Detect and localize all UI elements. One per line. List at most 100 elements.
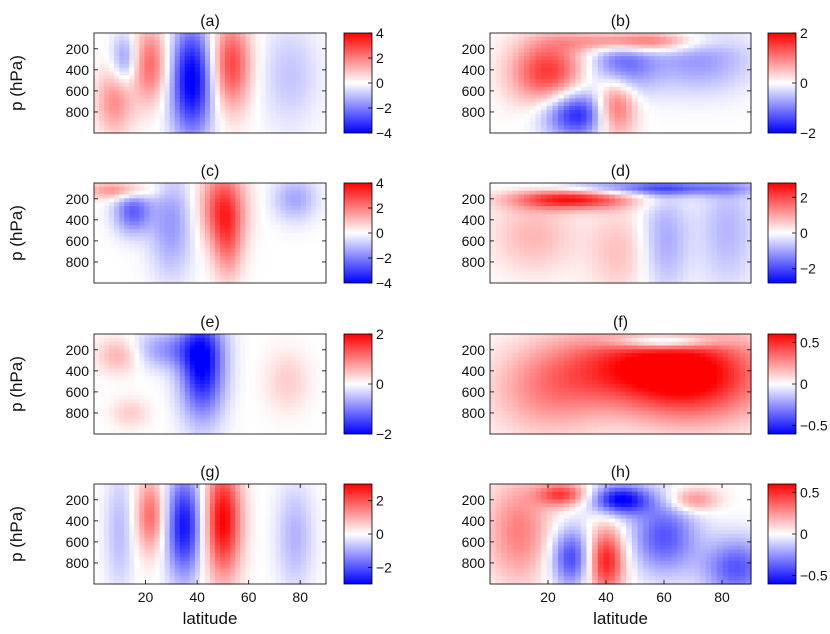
field-cell <box>179 90 186 96</box>
field-cell <box>194 121 201 126</box>
field-cell <box>580 236 588 242</box>
field-cell <box>660 83 667 88</box>
field-cell <box>290 263 297 269</box>
field-cell <box>315 217 322 223</box>
field-cell <box>677 102 684 107</box>
field-cell <box>609 48 616 53</box>
field-cell <box>682 83 690 88</box>
field-cell <box>688 63 695 69</box>
field-cell <box>501 121 508 126</box>
field-cell <box>139 44 146 49</box>
field-cell <box>563 217 571 223</box>
field-cell <box>609 33 616 38</box>
field-cell <box>682 79 690 84</box>
field-cell <box>305 79 312 84</box>
field-cell <box>699 33 707 38</box>
field-cell <box>260 113 267 119</box>
field-cell <box>524 52 531 57</box>
field-cell <box>235 63 241 69</box>
contour-field <box>490 183 752 284</box>
field-cell <box>682 121 690 126</box>
field-cell <box>255 252 262 257</box>
field-cell <box>305 259 312 265</box>
field-cell <box>250 94 256 99</box>
field-cell <box>677 271 684 276</box>
field-cell <box>255 229 262 234</box>
field-cell <box>169 186 176 192</box>
field-cell <box>733 121 741 126</box>
contour-field <box>94 33 327 134</box>
field-cell <box>134 183 140 188</box>
field-cell <box>204 225 211 230</box>
field-cell <box>169 94 176 99</box>
field-cell <box>149 209 156 215</box>
field-cell <box>235 113 241 119</box>
field-cell <box>490 248 497 253</box>
field-cell <box>705 240 712 246</box>
field-cell <box>518 67 525 73</box>
field-cell <box>745 252 752 257</box>
field-cell <box>637 113 644 119</box>
field-cell <box>295 271 302 276</box>
field-cell <box>134 33 140 38</box>
field-cell <box>541 190 548 196</box>
field-cell <box>671 36 678 42</box>
field-cell <box>250 221 256 226</box>
field-cell <box>169 83 176 88</box>
field-cell <box>637 229 644 234</box>
field-cell <box>315 40 322 46</box>
field-cell <box>529 106 536 111</box>
field-cell <box>586 244 593 249</box>
field-cell <box>184 221 191 226</box>
field-cell <box>665 36 673 42</box>
field-cell <box>124 63 130 69</box>
field-cell <box>230 98 236 103</box>
field-cell <box>310 194 317 199</box>
field-cell <box>179 233 186 238</box>
field-cell <box>575 233 582 238</box>
field-cell <box>204 125 211 130</box>
field-cell <box>705 63 712 69</box>
field-cell <box>552 63 559 69</box>
field-cell <box>204 236 211 242</box>
field-cell <box>739 67 746 73</box>
field-cell <box>665 33 673 38</box>
field-cell <box>194 337 201 343</box>
field-cell <box>563 252 571 257</box>
field-cell <box>305 263 312 269</box>
field-cell <box>546 190 554 196</box>
field-cell <box>94 125 100 130</box>
field-cell <box>654 252 661 257</box>
field-cell <box>546 275 554 280</box>
field-cell <box>586 98 593 103</box>
field-cell <box>104 271 110 276</box>
field-cell <box>722 102 729 107</box>
field-cell <box>174 244 181 249</box>
field-cell <box>569 121 576 126</box>
field-cell <box>716 125 724 130</box>
field-cell <box>189 236 196 242</box>
field-cell <box>569 209 576 215</box>
field-cell <box>745 209 752 215</box>
field-cell <box>603 86 610 92</box>
field-cell <box>609 198 616 203</box>
field-cell <box>260 256 267 261</box>
field-cell <box>745 48 752 53</box>
field-cell <box>495 279 502 284</box>
field-cell <box>300 71 307 76</box>
field-cell <box>225 217 231 223</box>
colorbar-tick-label: −2 <box>376 100 392 116</box>
field-cell <box>609 79 616 84</box>
field-cell <box>552 236 559 242</box>
field-cell <box>159 33 166 38</box>
field-cell <box>99 121 105 126</box>
field-cell <box>149 121 156 126</box>
field-cell <box>711 117 718 123</box>
field-cell <box>728 229 735 234</box>
field-cell <box>671 56 678 61</box>
field-cell <box>255 98 262 103</box>
field-cell <box>280 229 287 234</box>
field-cell <box>733 229 741 234</box>
field-cell <box>290 334 297 339</box>
field-cell <box>240 206 246 211</box>
